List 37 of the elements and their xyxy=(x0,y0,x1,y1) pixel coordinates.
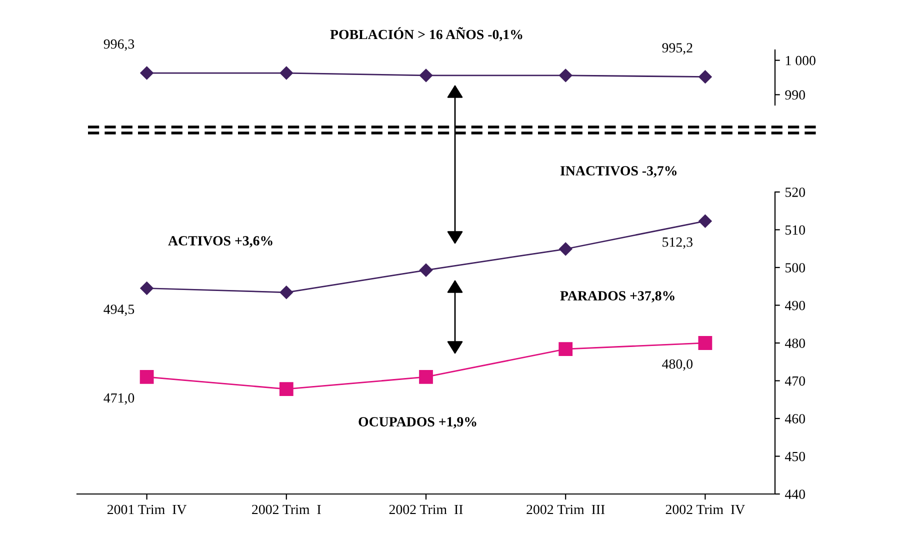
annotation: OCUPADOS +1,9% xyxy=(358,417,476,428)
x-tick-label: 2002 Trim II xyxy=(389,504,463,514)
data-label: 480,0 xyxy=(662,359,693,371)
annotation: PARADOS +37,8% xyxy=(560,291,674,302)
y-tick-label: 1 000 xyxy=(786,56,816,66)
data-label: 512,3 xyxy=(662,237,693,249)
point xyxy=(419,264,433,277)
x-tick-label: 2002 Trim IV xyxy=(666,504,745,514)
y-tick-label: 460 xyxy=(784,414,806,424)
y-tick-label: 510 xyxy=(786,225,806,235)
text: INACTIVOS -3,7% xyxy=(560,166,676,178)
data-label: 996,3 xyxy=(104,39,134,51)
y-tick-label: 490 xyxy=(784,300,806,310)
y-tick-label: 440 xyxy=(784,490,806,499)
annotation: ACTIVOS +3,6% xyxy=(168,236,272,248)
y-tick-label: 480 xyxy=(784,338,806,348)
point xyxy=(698,336,712,350)
x-tick-label: 2002 Trim I xyxy=(252,504,321,514)
point xyxy=(698,214,712,228)
y-tick-label: 450 xyxy=(784,452,806,462)
point xyxy=(559,242,572,256)
x-tick-label: 2001 Trim IV xyxy=(107,504,187,514)
y-tick-label: 520 xyxy=(786,188,806,197)
point xyxy=(280,286,293,300)
data-label: 471,0 xyxy=(104,393,134,405)
data-label: 494,5 xyxy=(104,304,134,316)
point xyxy=(140,282,154,295)
text: POBLACIÓN > 16 AÑOS -0,1% xyxy=(330,27,522,42)
y-tick-label: 500 xyxy=(786,263,806,272)
point xyxy=(279,382,294,396)
point xyxy=(419,370,433,384)
y-tick-label: 470 xyxy=(784,376,806,386)
y-tick-label: 990 xyxy=(785,90,806,100)
point xyxy=(558,342,573,356)
x-tick-label: 2002 Trim III xyxy=(526,504,605,514)
point xyxy=(140,370,154,384)
data-label: 995,2 xyxy=(662,43,692,55)
